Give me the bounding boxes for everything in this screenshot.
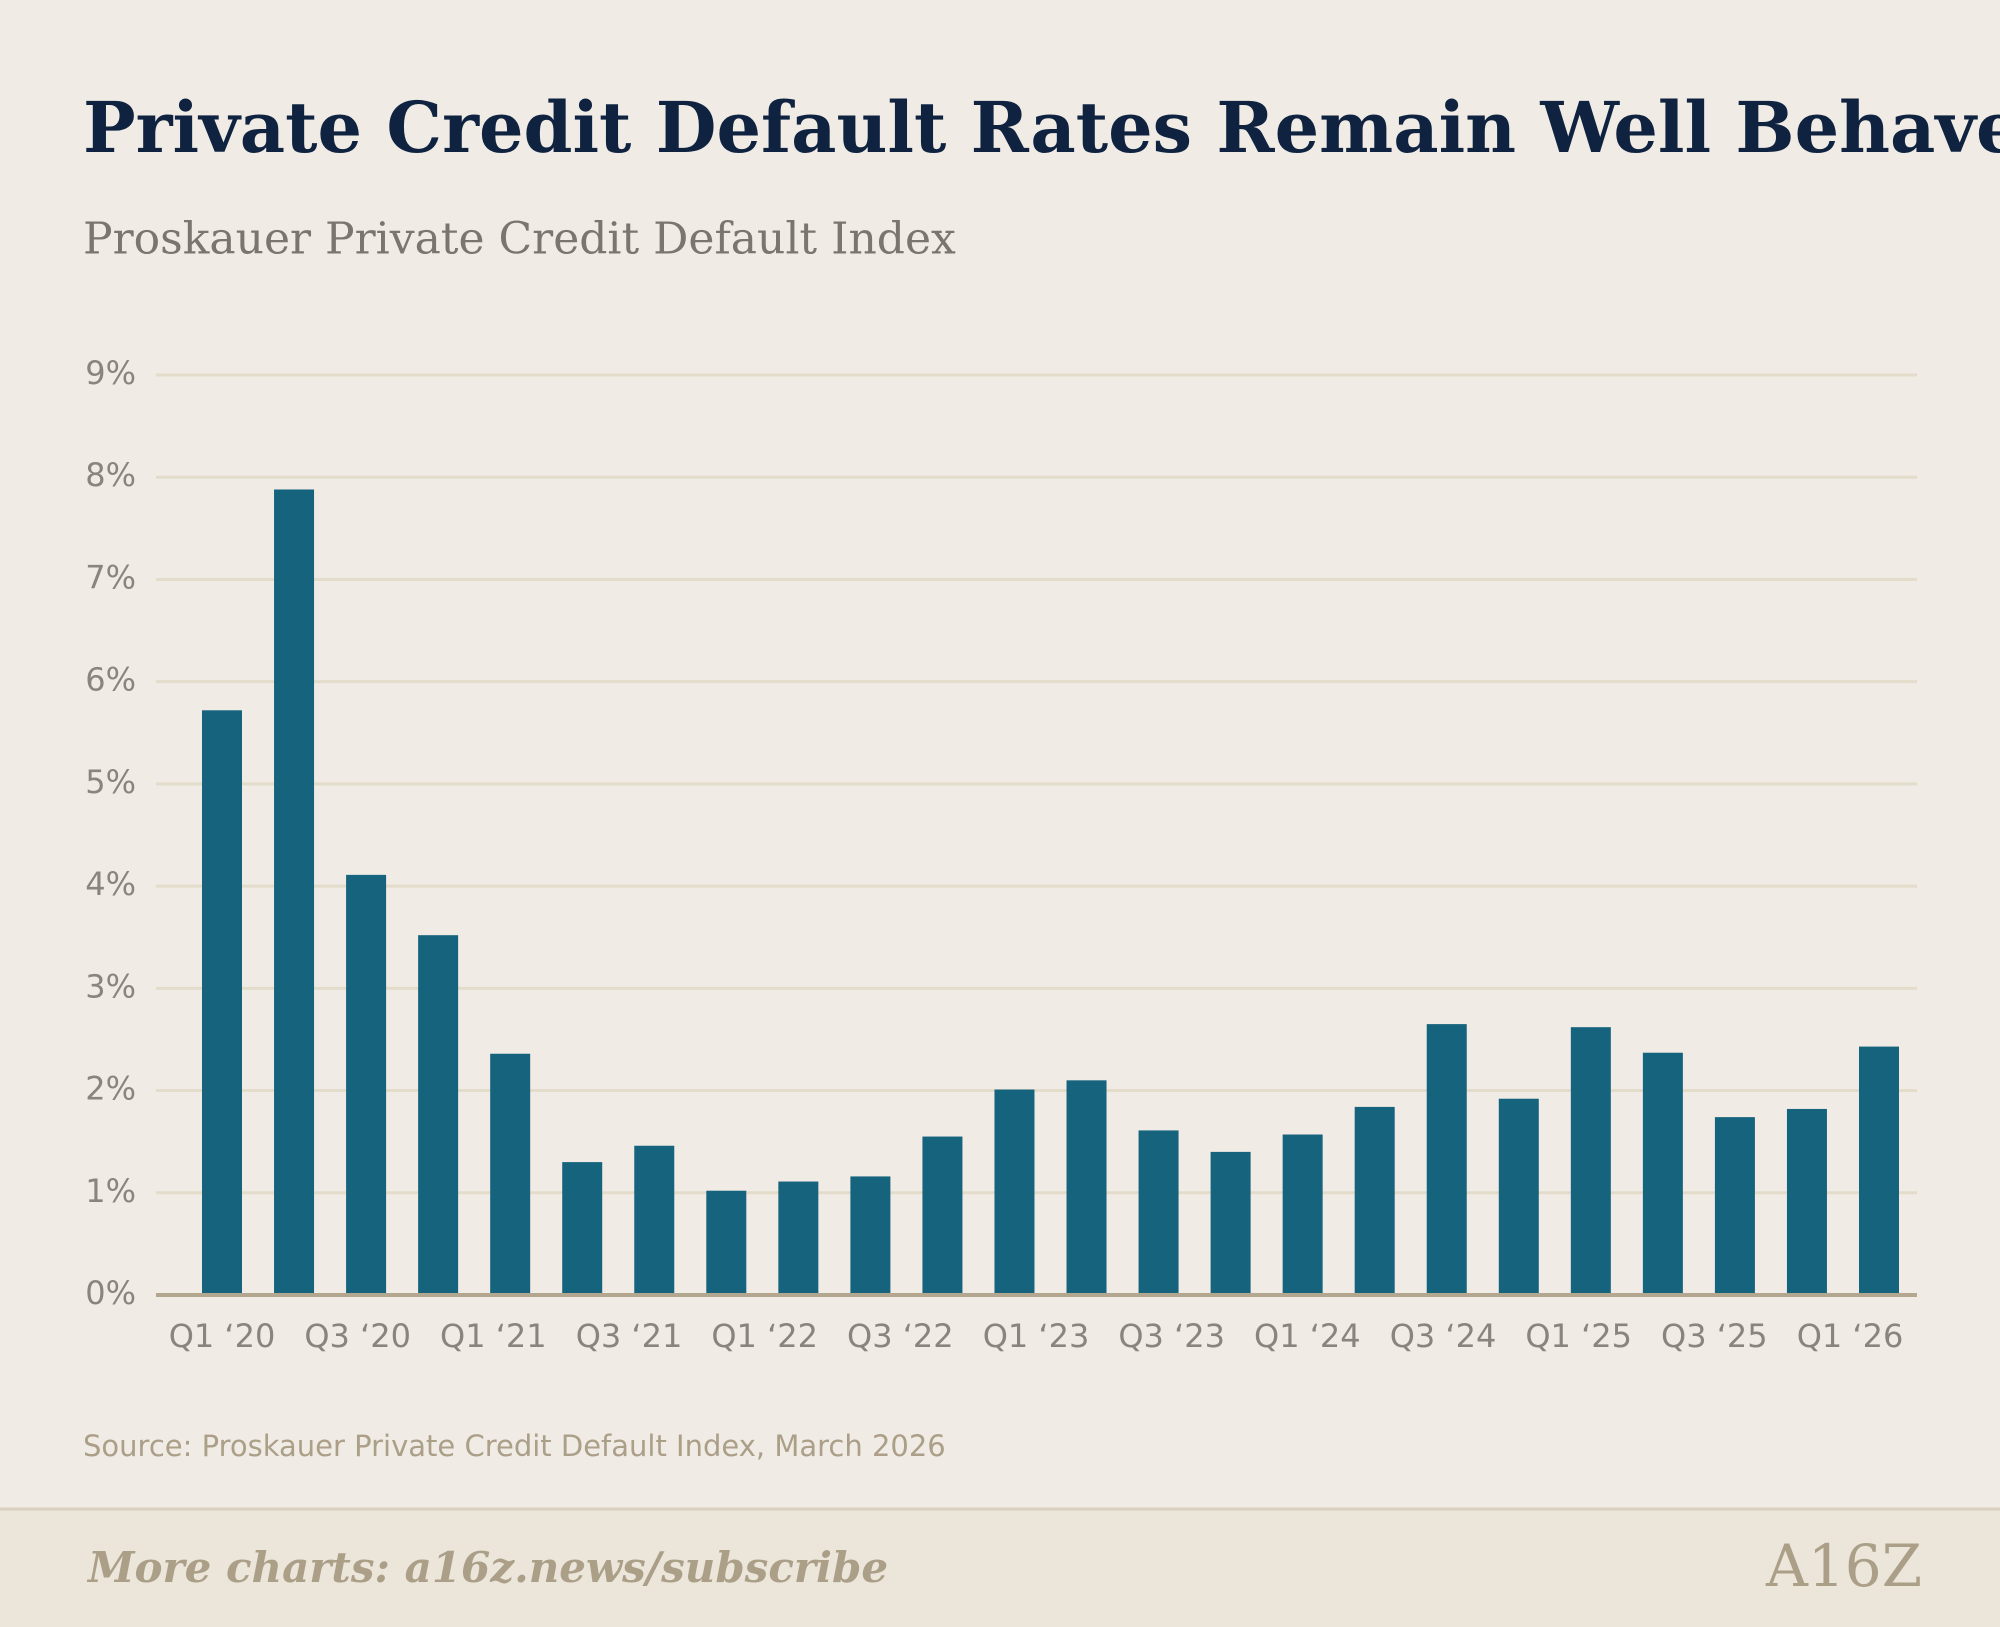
y-tick-label: 8% (85, 456, 136, 494)
y-tick-label: 9% (85, 354, 136, 392)
x-tick-label: Q3 ‘21 (576, 1317, 683, 1355)
bar (274, 489, 315, 1295)
x-tick-label: Q3 ‘22 (847, 1317, 954, 1355)
x-tick-label: Q3 ‘20 (304, 1317, 411, 1355)
bar (1642, 1052, 1683, 1295)
bar (1786, 1108, 1827, 1295)
bar (778, 1181, 819, 1295)
y-tick-label: 3% (85, 967, 136, 1005)
bar (1570, 1027, 1611, 1295)
bar (1498, 1098, 1539, 1295)
y-tick-label: 0% (85, 1274, 136, 1312)
bar (850, 1176, 891, 1295)
chart-title: Private Credit Default Rates Remain Well… (83, 86, 2000, 169)
bar (1859, 1046, 1899, 1295)
bar (418, 935, 459, 1295)
bar (994, 1089, 1035, 1295)
x-tick-label: Q1 ‘20 (169, 1317, 276, 1355)
x-tick-label: Q1 ‘23 (983, 1317, 1090, 1355)
x-tick-label: Q1 ‘25 (1525, 1317, 1632, 1355)
bar (634, 1145, 675, 1295)
x-tick-label: Q1 ‘21 (440, 1317, 547, 1355)
x-tick-label: Q3 ‘23 (1118, 1317, 1225, 1355)
x-tick-label: Q3 ‘25 (1661, 1317, 1768, 1355)
chart-subtitle: Proskauer Private Credit Default Index (83, 214, 956, 265)
y-tick-label: 2% (85, 1070, 136, 1108)
y-tick-label: 1% (85, 1172, 136, 1210)
bar (1138, 1130, 1179, 1295)
bar (706, 1190, 747, 1295)
source-note: Source: Proskauer Private Credit Default… (83, 1429, 946, 1463)
logo: A16Z (1765, 1532, 1922, 1600)
bar (1210, 1151, 1251, 1295)
y-tick-label: 4% (85, 865, 136, 903)
x-tick-label: Q3 ‘24 (1390, 1317, 1497, 1355)
footer-link[interactable]: More charts: a16z.news/subscribe (86, 1543, 888, 1592)
bar (1066, 1080, 1107, 1295)
bar (346, 874, 387, 1295)
y-tick-label: 7% (85, 558, 136, 596)
x-tick-label: Q1 ‘22 (711, 1317, 818, 1355)
bar (562, 1162, 603, 1295)
bar (1714, 1117, 1755, 1295)
x-tick-label: Q1 ‘24 (1254, 1317, 1361, 1355)
footer-band (0, 1509, 2000, 1627)
y-tick-label: 6% (85, 661, 136, 699)
x-tick-label: Q1 ‘26 (1797, 1317, 1904, 1355)
bar (1426, 1024, 1467, 1295)
y-tick-label: 5% (85, 763, 136, 801)
bar (202, 710, 242, 1295)
bar (490, 1053, 531, 1295)
bar (1354, 1106, 1395, 1295)
bar (1282, 1134, 1323, 1295)
bar (922, 1136, 963, 1295)
